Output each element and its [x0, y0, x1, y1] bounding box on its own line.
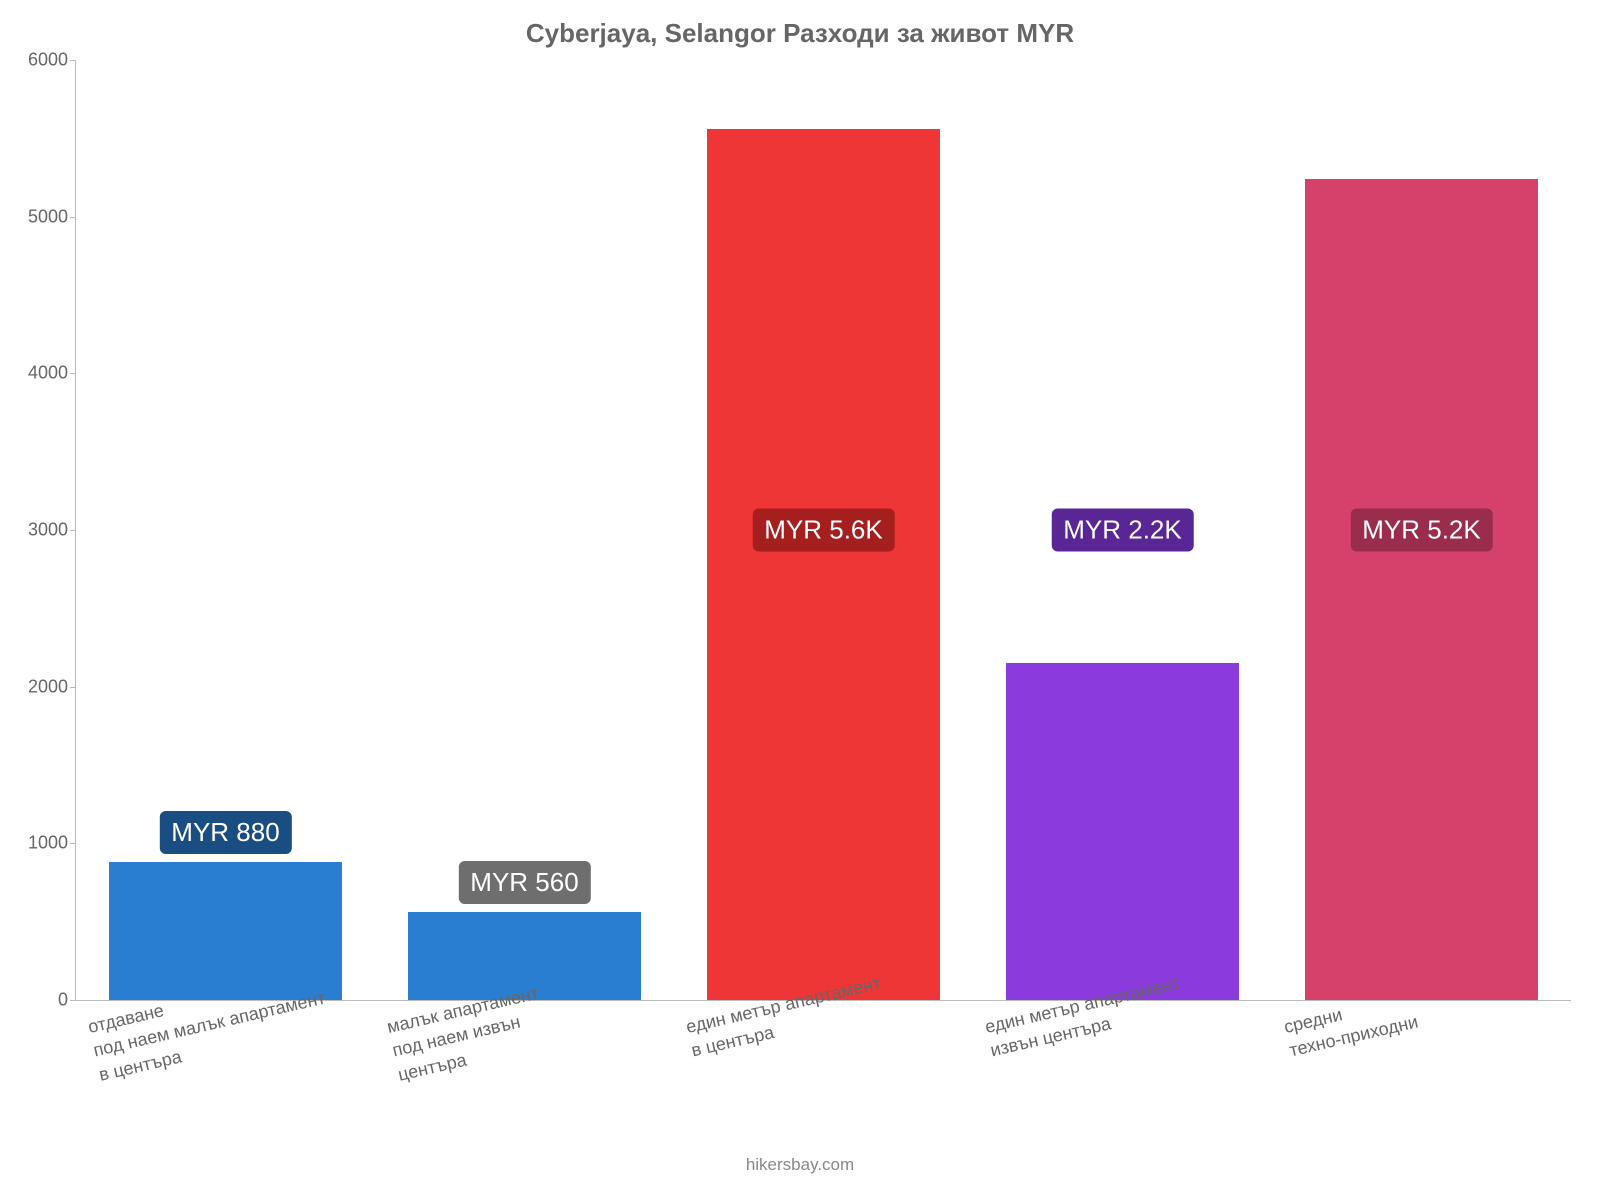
bar-value-label: MYR 5.6K — [752, 509, 895, 552]
bar — [1305, 179, 1538, 1000]
y-tick-mark — [70, 843, 76, 844]
bar — [1006, 663, 1239, 1000]
chart-title: Cyberjaya, Selangor Разходи за живот MYR — [0, 18, 1600, 49]
bar-value-label: MYR 560 — [458, 861, 590, 904]
bar-value-label: MYR 880 — [159, 811, 291, 854]
chart-footer: hikersbay.com — [0, 1155, 1600, 1175]
x-category-label: средни техно-приходни — [1278, 970, 1420, 1062]
y-tick-label: 2000 — [28, 676, 76, 697]
y-tick-mark — [70, 687, 76, 688]
y-tick-mark — [70, 1000, 76, 1001]
y-tick-mark — [70, 217, 76, 218]
y-tick-label: 5000 — [28, 206, 76, 227]
y-tick-label: 1000 — [28, 833, 76, 854]
bar-value-label: MYR 5.2K — [1350, 509, 1493, 552]
y-tick-label: 6000 — [28, 50, 76, 71]
bar-value-label: MYR 2.2K — [1051, 509, 1194, 552]
chart-container: Cyberjaya, Selangor Разходи за живот MYR… — [0, 0, 1600, 1200]
y-tick-label: 3000 — [28, 520, 76, 541]
y-tick-mark — [70, 60, 76, 61]
y-tick-label: 4000 — [28, 363, 76, 384]
bar — [707, 129, 940, 1000]
x-category-label: малък апартамент под наем извън центъра — [381, 965, 552, 1086]
y-tick-mark — [70, 530, 76, 531]
y-tick-mark — [70, 373, 76, 374]
plot-area: 0100020003000400050006000MYR 880отдаване… — [75, 60, 1571, 1001]
